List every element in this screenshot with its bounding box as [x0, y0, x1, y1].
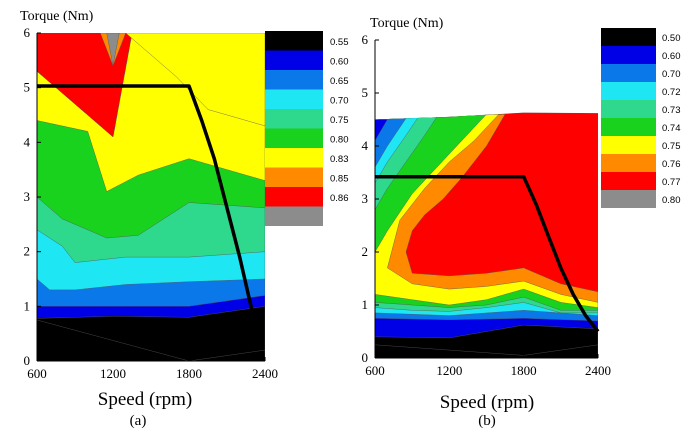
- legend-label-0.65: 0.65: [330, 76, 349, 87]
- legend-swatch-8: [265, 167, 323, 187]
- legend-swatch-6: [601, 118, 656, 136]
- y-axis-title: Torque (Nm): [20, 9, 94, 24]
- legend-swatch-9: [265, 187, 323, 207]
- x-tick-label-600: 600: [365, 363, 385, 378]
- panel-caption: (a): [130, 413, 147, 429]
- chart-b: 0 1 2 3 4 5 6 600 1200 1800 2400 Torque (Nm) Speed (…: [362, 16, 681, 429]
- legend-swatch-7: [601, 136, 656, 154]
- legend-swatch-2: [601, 46, 656, 64]
- contour-region-13: [188, 349, 265, 361]
- legend-swatch-4: [265, 89, 323, 109]
- contour-region-4: [106, 33, 120, 66]
- legend-swatch-1: [265, 31, 323, 51]
- contour-region-12: [37, 319, 190, 361]
- y-tick-label-1: 1: [24, 298, 31, 313]
- y-tick-label-3: 3: [24, 189, 31, 204]
- legend-label-0.50: 0.50: [662, 33, 681, 44]
- contour-plot-area: [37, 33, 265, 361]
- legend-swatch-2: [265, 50, 323, 70]
- legend-label-0.76: 0.76: [662, 159, 681, 170]
- panel-caption: (b): [478, 413, 496, 429]
- legend-label-0.83: 0.83: [330, 154, 349, 165]
- legend-label-0.55: 0.55: [330, 37, 349, 48]
- y-tick-label-2: 2: [362, 244, 369, 259]
- y-tick-label-4: 4: [362, 138, 369, 153]
- x-tick-label-1800: 1800: [511, 363, 537, 378]
- legend-swatch-3: [265, 70, 323, 90]
- contour-region-10: [375, 344, 598, 358]
- legend-label-0.77: 0.77: [662, 177, 681, 188]
- legend-label-0.70: 0.70: [662, 69, 681, 80]
- contour-plot-area: [375, 112, 598, 358]
- legend-label-0.60: 0.60: [330, 57, 349, 68]
- x-tick-label-2400: 2400: [252, 366, 278, 381]
- legend-swatch-5: [601, 100, 656, 118]
- y-tick-label-5: 5: [362, 85, 369, 100]
- contour-region-4: [375, 113, 598, 358]
- legend-swatch-7: [265, 148, 323, 168]
- legend-label-0.75: 0.75: [662, 141, 681, 152]
- chart-a: 0 1 2 3 4 5 6 600 1200 1800 2400 Torque (Nm) Speed (…: [20, 9, 349, 429]
- x-tick-label-1200: 1200: [100, 366, 126, 381]
- legend-label-0.73: 0.73: [662, 105, 681, 116]
- y-tick-label-3: 3: [362, 191, 369, 206]
- legend: 0.55 0.60 0.65 0.70 0.75 0.80 0.83 0.85 0.86: [265, 31, 349, 226]
- y-tick-label-6: 6: [362, 32, 369, 47]
- legend-swatch-10: [265, 206, 323, 226]
- y-tick-label-2: 2: [24, 244, 31, 259]
- legend-swatch-9: [601, 172, 656, 190]
- legend-label-0.70: 0.70: [330, 96, 349, 107]
- x-tick-label-1800: 1800: [176, 366, 202, 381]
- y-tick-label-5: 5: [24, 80, 31, 95]
- legend-label-0.80: 0.80: [662, 195, 681, 206]
- y-tick-label-1: 1: [362, 297, 369, 312]
- y-tick-label-4: 4: [24, 134, 31, 149]
- y-tick-label-0: 0: [362, 350, 369, 365]
- legend-swatch-5: [265, 109, 323, 129]
- legend-swatch-1: [601, 28, 656, 46]
- legend-label-0.60: 0.60: [662, 51, 681, 62]
- x-tick-label-2400: 2400: [585, 363, 611, 378]
- x-axis-title: Speed (rpm): [98, 389, 192, 410]
- legend-swatch-4: [601, 82, 656, 100]
- y-axis-title: Torque (Nm): [370, 16, 444, 31]
- legend-swatch-8: [601, 154, 656, 172]
- legend-swatch-6: [265, 128, 323, 148]
- legend-label-0.85: 0.85: [330, 174, 349, 185]
- legend: 0.50 0.60 0.70 0.72 0.73 0.74 0.75 0.76 0.77 0.80: [601, 28, 681, 208]
- torque-speed-envelope-line: [375, 174, 600, 333]
- x-tick-label-1200: 1200: [436, 363, 462, 378]
- legend-swatch-3: [601, 64, 656, 82]
- y-tick-label-6: 6: [24, 25, 31, 40]
- x-axis-title: Speed (rpm): [440, 392, 534, 413]
- y-tick-label-0: 0: [24, 353, 31, 368]
- x-tick-label-600: 600: [27, 366, 47, 381]
- legend-swatch-10: [601, 190, 656, 208]
- legend-label-0.72: 0.72: [662, 87, 681, 98]
- torque-speed-envelope-line: [37, 84, 255, 313]
- legend-label-0.75: 0.75: [330, 115, 349, 126]
- legend-label-0.86: 0.86: [330, 193, 349, 204]
- legend-label-0.80: 0.80: [330, 135, 349, 146]
- contour-region-5: [125, 33, 265, 127]
- legend-label-0.74: 0.74: [662, 123, 681, 134]
